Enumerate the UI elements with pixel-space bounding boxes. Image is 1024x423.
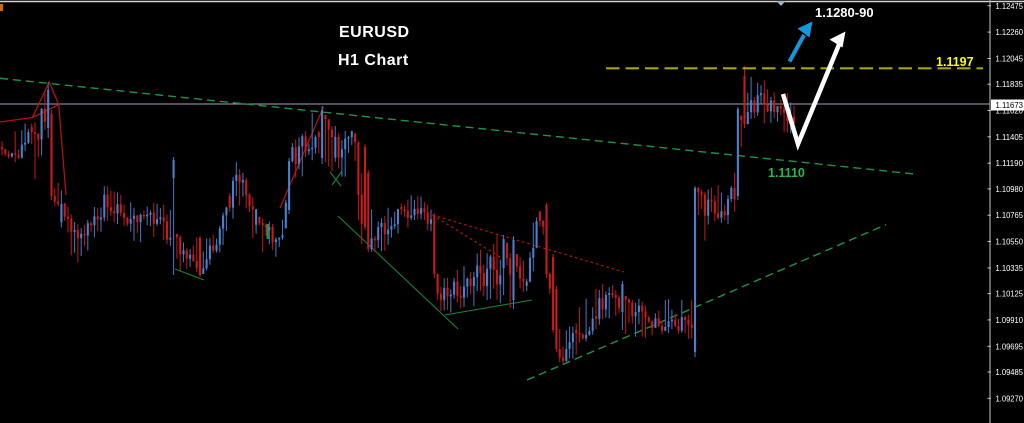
svg-text:1.09270: 1.09270: [996, 393, 1024, 403]
svg-text:1.12260: 1.12260: [996, 27, 1024, 37]
svg-text:1.10335: 1.10335: [996, 263, 1024, 273]
svg-text:1.12045: 1.12045: [996, 54, 1024, 64]
svg-text:1.11190: 1.11190: [996, 158, 1024, 168]
svg-text:EURUSD: EURUSD: [339, 24, 410, 41]
svg-text:1.09910: 1.09910: [996, 315, 1024, 325]
svg-text:1.09485: 1.09485: [996, 367, 1024, 377]
svg-text:1.10550: 1.10550: [996, 237, 1024, 247]
svg-text:1.1110: 1.1110: [768, 166, 805, 180]
svg-text:1.1197: 1.1197: [936, 55, 974, 69]
svg-text:1.11835: 1.11835: [996, 79, 1024, 89]
svg-text:1.09695: 1.09695: [996, 341, 1024, 351]
svg-text:1.11405: 1.11405: [996, 132, 1024, 142]
svg-text:H1 Chart: H1 Chart: [338, 52, 409, 69]
svg-text:1.10125: 1.10125: [996, 289, 1024, 299]
svg-text:1.10980: 1.10980: [996, 184, 1024, 194]
svg-text:1.10765: 1.10765: [996, 210, 1024, 220]
svg-text:1.11673: 1.11673: [996, 100, 1024, 110]
svg-text:1.1280-90: 1.1280-90: [815, 5, 874, 20]
svg-text:1.12475: 1.12475: [996, 1, 1024, 11]
